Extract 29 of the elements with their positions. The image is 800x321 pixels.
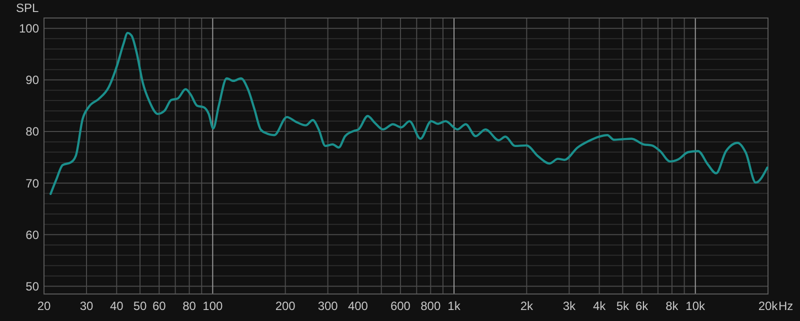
- y-tick-label: 60: [26, 228, 40, 242]
- x-tick-label: 200: [275, 299, 296, 313]
- x-tick-label: 20k: [758, 299, 779, 313]
- x-tick-label: 20: [37, 299, 51, 313]
- x-tick-label: 800: [420, 299, 441, 313]
- x-tick-label: 600: [390, 299, 411, 313]
- x-tick-label: 300: [318, 299, 338, 313]
- x-tick-label: 30: [80, 299, 94, 313]
- x-tick-label: 60: [152, 299, 166, 313]
- x-axis-title: Hz: [778, 299, 794, 313]
- y-tick-label: 90: [26, 73, 40, 88]
- y-tick-label: 80: [26, 124, 40, 139]
- x-tick-label: 10k: [686, 299, 706, 313]
- x-tick-label: 400: [348, 299, 368, 313]
- x-tick-label: 80: [182, 299, 196, 313]
- x-tick-label: 5k: [616, 299, 630, 313]
- y-axis-title: SPL: [16, 1, 40, 15]
- x-tick-label: 100: [202, 299, 224, 313]
- y-tick-label: 70: [26, 176, 40, 190]
- x-tick-label: 6k: [635, 299, 650, 313]
- x-tick-label: 4k: [592, 299, 607, 313]
- y-tick-label: 100: [18, 22, 40, 36]
- x-tick-label: 2k: [520, 299, 534, 313]
- x-tick-label: 3k: [562, 299, 576, 313]
- x-tick-label: 8k: [666, 299, 680, 313]
- x-tick-label: 40: [110, 299, 124, 313]
- x-tick-label: 50: [133, 299, 148, 313]
- y-tick-label: 50: [26, 279, 40, 294]
- x-tick-label: 1k: [448, 299, 462, 313]
